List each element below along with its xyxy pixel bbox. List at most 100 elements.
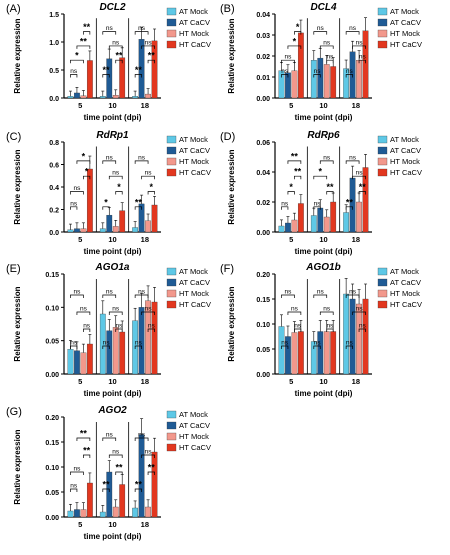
significance-bracket [287, 311, 302, 315]
y-tick-label: 0.02 [256, 54, 270, 61]
bar [323, 64, 330, 99]
significance-label: ns [294, 323, 302, 330]
legend-swatch [166, 135, 177, 144]
significance-bracket [134, 488, 142, 492]
x-tick-label: 10 [319, 101, 327, 110]
legend-label: AT Mock [390, 135, 419, 144]
significance-bracket [76, 45, 91, 49]
x-tick-label: 10 [108, 235, 116, 244]
x-axis-label: time point (dpi) [84, 247, 142, 256]
bar [310, 215, 317, 233]
y-axis-label: Relative expression [13, 18, 22, 93]
legend-swatch [377, 40, 388, 49]
y-tick-label: 0.0 [49, 96, 59, 103]
bar [74, 509, 80, 518]
y-tick-label: 0.00 [256, 96, 270, 103]
significance-label: ns [145, 39, 153, 46]
significance-bracket [134, 206, 142, 210]
significance-label: ** [294, 167, 302, 177]
legend-swatch [377, 289, 388, 298]
legend-swatch [166, 7, 177, 16]
significance-bracket [326, 191, 334, 195]
significance-label: ns [148, 323, 156, 330]
significance-label: ** [115, 463, 123, 473]
significance-bracket [147, 59, 155, 64]
significance-bracket [345, 31, 360, 35]
significance-label: ns [346, 340, 354, 347]
significance-bracket [70, 294, 84, 298]
significance-bracket [281, 74, 289, 78]
bar [80, 509, 87, 518]
significance-label: ns [323, 39, 331, 46]
bar [330, 331, 337, 375]
significance-label: ** [291, 151, 299, 161]
significance-label: ns [70, 68, 78, 75]
legend-swatch [166, 157, 177, 166]
y-tick-label: 0.02 [256, 200, 270, 207]
significance-bracket [352, 175, 366, 180]
significance-bracket [102, 31, 117, 35]
significance-label: * [85, 167, 89, 177]
significance-label: ns [284, 289, 292, 296]
significance-bracket [83, 175, 91, 180]
bar [145, 93, 151, 99]
legend-swatch [377, 146, 388, 155]
chart-panel-rdrp6: (D) RdRp6 0.00 0.02 0.04 0.06 Relative express… [220, 130, 422, 256]
significance-label: ns [359, 54, 367, 61]
legend-label: HT Mock [179, 289, 209, 298]
significance-bracket [352, 311, 366, 315]
bar [278, 326, 285, 375]
bar [119, 210, 126, 233]
significance-label: ns [70, 340, 78, 347]
bar [112, 95, 119, 99]
x-axis-label: time point (dpi) [295, 247, 353, 256]
legend-swatch [166, 289, 177, 298]
significance-label: ns [112, 449, 120, 456]
significance-bracket [115, 191, 123, 195]
y-tick-label: 1.5 [49, 12, 59, 19]
bar [80, 352, 87, 375]
bar [317, 331, 324, 375]
significance-label: ns [349, 289, 357, 296]
bar [99, 511, 106, 518]
y-axis-label: Relative expression [13, 429, 22, 504]
x-tick-label: 5 [289, 235, 293, 244]
bar [132, 227, 139, 233]
bar [112, 226, 119, 233]
legend-label: HT CaCV [179, 300, 211, 309]
legend-swatch [377, 157, 388, 166]
significance-label: ns [70, 200, 78, 207]
legend-label: HT Mock [179, 157, 209, 166]
y-axis-label: Relative expression [13, 286, 22, 361]
bar [80, 228, 87, 233]
significance-bracket [345, 294, 360, 298]
significance-bracket [141, 311, 155, 315]
bar [278, 225, 285, 233]
y-tick-label: 0.00 [45, 515, 59, 522]
y-tick-label: 0.06 [256, 140, 270, 147]
legend-label: AT CaCV [390, 146, 421, 155]
bar [356, 201, 362, 233]
legend-swatch [166, 40, 177, 49]
legend-label: AT CaCV [179, 18, 210, 27]
x-tick-label: 18 [141, 520, 149, 529]
legend-swatch [166, 168, 177, 177]
significance-label: ns [70, 483, 78, 490]
panel-label: (E) [6, 263, 21, 275]
y-tick-label: 0.20 [256, 272, 270, 279]
chart-title: AGO1b [305, 262, 340, 273]
x-tick-label: 10 [319, 235, 327, 244]
y-tick-label: 0.10 [45, 465, 59, 472]
legend-label: HT Mock [390, 289, 420, 298]
legend-swatch [166, 432, 177, 441]
bar [291, 219, 298, 233]
bar [67, 510, 74, 518]
significance-label: ns [346, 68, 354, 75]
legend-swatch [166, 443, 177, 452]
legend-label: HT CaCV [179, 168, 211, 177]
y-tick-label: 0.15 [256, 297, 270, 304]
y-tick-label: 0.03 [256, 33, 270, 40]
legend-label: AT CaCV [179, 421, 210, 430]
bar [323, 216, 330, 233]
